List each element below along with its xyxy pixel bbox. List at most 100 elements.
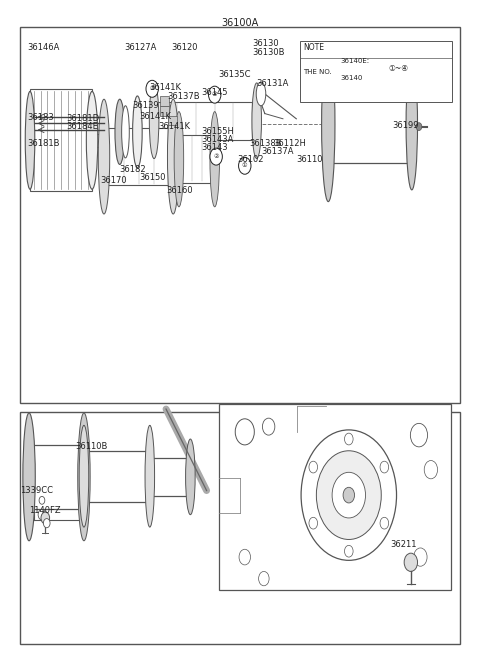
Bar	[150, 458, 191, 496]
Circle shape	[345, 433, 353, 445]
Bar	[21, 412, 459, 644]
Text: 36110B: 36110B	[75, 441, 108, 451]
Circle shape	[410, 423, 428, 447]
Text: 36112H: 36112H	[274, 139, 306, 148]
Text: 36181B: 36181B	[28, 139, 60, 148]
Text: 36199: 36199	[393, 121, 419, 130]
Circle shape	[345, 546, 353, 557]
Ellipse shape	[406, 60, 418, 190]
Bar	[30, 90, 92, 191]
Bar	[160, 96, 169, 105]
Text: 36141K: 36141K	[140, 112, 172, 121]
Circle shape	[380, 461, 389, 473]
Text: 36137B: 36137B	[168, 92, 200, 101]
Text: 36139: 36139	[132, 102, 159, 110]
Text: 36150: 36150	[139, 173, 165, 182]
Circle shape	[210, 148, 222, 165]
Text: 36170: 36170	[101, 176, 127, 185]
Circle shape	[38, 510, 46, 520]
Bar	[160, 105, 169, 115]
Circle shape	[41, 512, 49, 524]
Text: 36130: 36130	[252, 39, 278, 48]
Text: 36135C: 36135C	[218, 70, 251, 79]
Circle shape	[309, 517, 318, 529]
Circle shape	[39, 496, 45, 504]
Text: 36211: 36211	[390, 540, 417, 548]
Text: 36140E:: 36140E:	[340, 58, 369, 64]
Circle shape	[380, 517, 389, 529]
Text: 36127A: 36127A	[124, 43, 157, 52]
Text: 36130B: 36130B	[252, 48, 285, 57]
Circle shape	[208, 86, 221, 103]
Text: 36102: 36102	[238, 155, 264, 164]
Circle shape	[239, 550, 251, 565]
Circle shape	[301, 430, 396, 560]
Text: 36160: 36160	[166, 186, 192, 195]
Circle shape	[309, 461, 318, 473]
Ellipse shape	[145, 425, 155, 527]
Ellipse shape	[174, 111, 184, 207]
Text: 36110: 36110	[296, 155, 323, 164]
Circle shape	[343, 487, 355, 503]
Text: 36137A: 36137A	[262, 147, 294, 156]
Text: THE NO.: THE NO.	[303, 69, 332, 75]
Bar	[29, 445, 84, 509]
Text: 36183: 36183	[28, 113, 54, 122]
Ellipse shape	[210, 111, 219, 207]
Text: 36146A: 36146A	[28, 43, 60, 52]
Bar	[300, 41, 452, 102]
Bar	[218, 404, 451, 590]
Text: 36141K: 36141K	[158, 122, 190, 131]
Text: ③: ③	[212, 92, 217, 97]
Ellipse shape	[78, 413, 90, 541]
Text: 36120: 36120	[171, 43, 197, 52]
Ellipse shape	[149, 83, 159, 159]
Ellipse shape	[121, 105, 129, 158]
Circle shape	[235, 419, 254, 445]
Circle shape	[316, 451, 381, 540]
Circle shape	[43, 519, 50, 528]
Ellipse shape	[23, 413, 35, 541]
Bar	[84, 451, 150, 502]
Circle shape	[146, 81, 158, 97]
Bar	[104, 128, 173, 185]
Ellipse shape	[79, 425, 89, 527]
Circle shape	[239, 157, 251, 174]
Text: 1140FZ: 1140FZ	[29, 506, 60, 515]
Ellipse shape	[252, 83, 262, 159]
Bar	[328, 86, 412, 163]
Text: ①: ①	[242, 163, 248, 168]
Ellipse shape	[86, 92, 98, 189]
Text: 36145: 36145	[201, 88, 228, 97]
Text: 36184E: 36184E	[66, 122, 98, 131]
Text: 36141K: 36141K	[149, 83, 181, 92]
Text: 36100A: 36100A	[221, 18, 259, 28]
Ellipse shape	[186, 439, 195, 515]
Text: 36143A: 36143A	[201, 135, 233, 144]
Text: 36143: 36143	[201, 143, 228, 152]
Text: ②: ②	[213, 154, 219, 159]
Circle shape	[424, 460, 438, 479]
Bar	[179, 135, 215, 183]
Text: NOTE: NOTE	[303, 43, 324, 52]
Text: 36155H: 36155H	[201, 127, 234, 136]
Bar	[21, 28, 459, 403]
Ellipse shape	[115, 99, 124, 164]
Text: 36140: 36140	[340, 75, 362, 81]
Text: 36182: 36182	[120, 165, 146, 174]
Ellipse shape	[132, 96, 142, 168]
Circle shape	[259, 571, 269, 586]
Text: ①~④: ①~④	[388, 64, 408, 73]
Text: 36181D: 36181D	[66, 114, 99, 123]
Ellipse shape	[25, 92, 35, 189]
Ellipse shape	[322, 48, 335, 202]
Text: 36138B: 36138B	[250, 139, 282, 148]
Text: ④: ④	[149, 86, 155, 91]
Circle shape	[332, 472, 365, 518]
Bar	[168, 115, 177, 125]
Text: 36131A: 36131A	[257, 79, 289, 88]
Ellipse shape	[168, 99, 179, 214]
Ellipse shape	[98, 99, 110, 214]
Circle shape	[263, 418, 275, 435]
Circle shape	[414, 548, 427, 566]
